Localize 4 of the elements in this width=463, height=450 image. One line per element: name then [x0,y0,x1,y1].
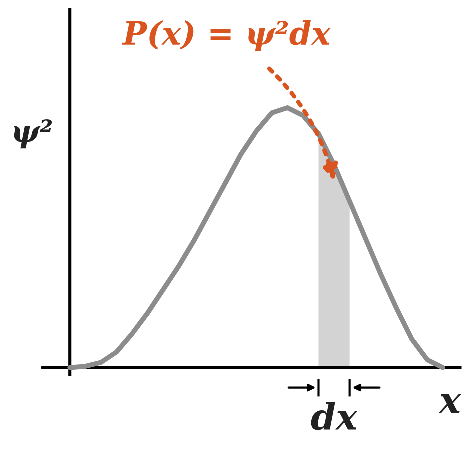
text: P(x) = ψ²dx [122,20,332,52]
y-axis-title: ψ² [14,120,52,149]
x-axis-title: x [438,394,462,414]
text: dx [311,402,358,430]
